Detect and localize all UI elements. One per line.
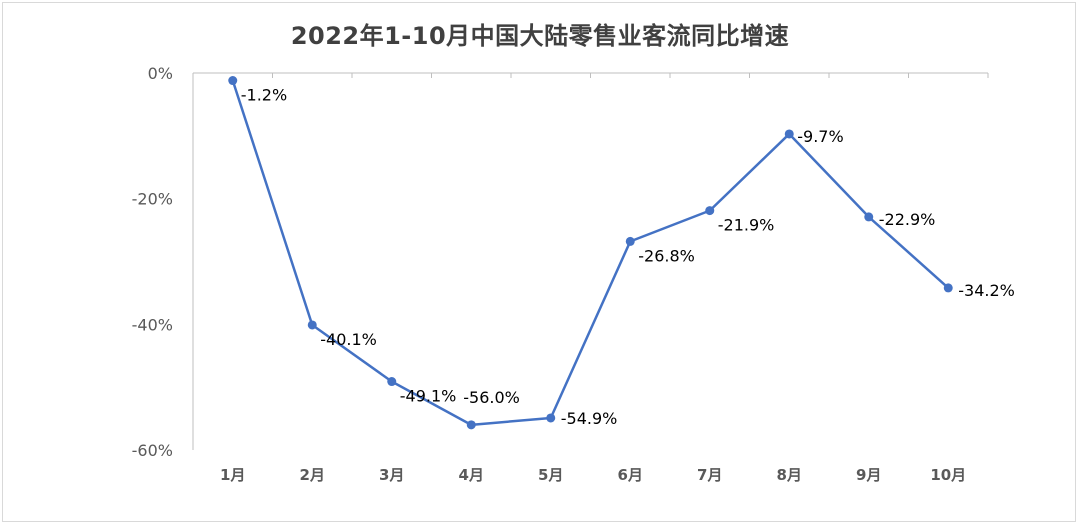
data-point [546,413,556,423]
data-label: -54.9% [561,409,618,428]
chart-title: 2022年1-10月中国大陆零售业客流同比增速 [290,22,790,50]
data-label: -34.2% [958,281,1015,300]
data-point [387,377,397,387]
x-tick-label: 10月 [930,466,966,484]
x-tick-label: 2月 [300,466,325,484]
data-point [943,283,953,293]
data-label: -21.9% [718,216,775,235]
data-point [466,420,476,430]
y-tick-label: -20% [132,190,173,209]
data-point [705,206,715,216]
x-tick-label: 7月 [697,466,722,484]
data-label: -40.1% [320,330,377,349]
x-tick-label: 3月 [379,466,404,484]
y-tick-label: 0% [148,64,173,83]
data-label: -26.8% [638,246,695,265]
x-tick-label: 5月 [538,466,563,484]
y-tick-label: -40% [132,315,173,334]
data-label: -1.2% [241,86,287,105]
y-tick-label: -60% [132,441,173,460]
x-tick-label: 9月 [856,466,881,484]
x-tick-label: 1月 [220,466,245,484]
data-point [864,212,874,222]
data-label: -49.1% [400,387,457,406]
data-label: -56.0% [463,388,520,407]
data-label: -22.9% [879,210,936,229]
data-label: -9.7% [797,127,843,146]
x-tick-label: 4月 [459,466,484,484]
x-tick-label: 6月 [618,466,643,484]
data-point [625,236,635,246]
x-tick-label: 8月 [777,466,802,484]
data-point [228,76,238,86]
data-point [784,129,794,139]
data-point [307,320,317,330]
series-line [231,79,950,427]
